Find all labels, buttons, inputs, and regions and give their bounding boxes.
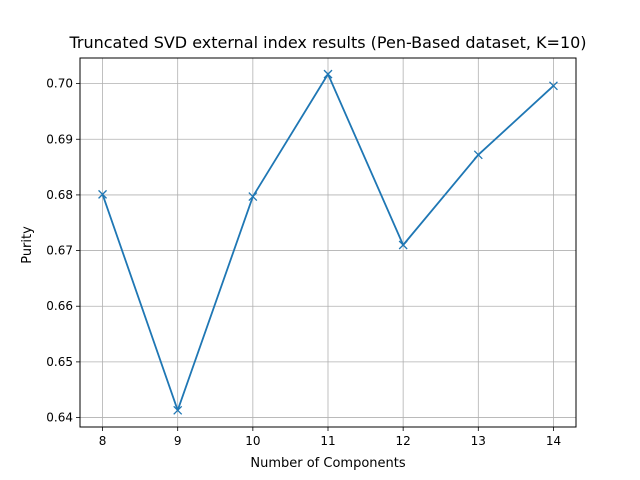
y-tick-label: 0.67 bbox=[46, 244, 73, 258]
x-tick-label: 9 bbox=[174, 434, 182, 448]
chart-title: Truncated SVD external index results (Pe… bbox=[68, 33, 586, 52]
marker-stroke bbox=[248, 192, 258, 202]
data-point-marker bbox=[398, 240, 408, 250]
marker-stroke bbox=[548, 81, 558, 91]
x-axis-label: Number of Components bbox=[250, 456, 405, 471]
x-tick-label: 11 bbox=[320, 434, 335, 448]
marker-stroke bbox=[473, 150, 483, 160]
data-point-marker bbox=[323, 69, 333, 79]
data-point-marker bbox=[173, 405, 183, 415]
x-tick-label: 10 bbox=[245, 434, 260, 448]
y-tick-label: 0.68 bbox=[46, 188, 73, 202]
marker-stroke bbox=[98, 189, 108, 199]
y-tick-label: 0.69 bbox=[46, 132, 73, 146]
plot-area bbox=[98, 69, 558, 415]
y-tick-label: 0.64 bbox=[46, 411, 73, 425]
marker-stroke bbox=[173, 405, 183, 415]
marker-stroke bbox=[323, 69, 333, 79]
marker-stroke bbox=[398, 240, 408, 250]
ticks: 8 9 10 11 12 13 14 0.64 0.65 0.66 0.67 0.68 0.69 0.70 bbox=[46, 77, 561, 448]
x-tick-label: 14 bbox=[546, 434, 561, 448]
x-tick-label: 8 bbox=[99, 434, 107, 448]
grid bbox=[80, 58, 576, 427]
x-tick-label: 12 bbox=[396, 434, 411, 448]
data-point-marker bbox=[548, 81, 558, 91]
data-point-marker bbox=[473, 150, 483, 160]
data-point-marker bbox=[98, 189, 108, 199]
y-tick-label: 0.65 bbox=[46, 355, 73, 369]
x-tick-label: 13 bbox=[471, 434, 486, 448]
y-tick-label: 0.66 bbox=[46, 299, 73, 313]
y-axis-label: Purity bbox=[20, 226, 35, 264]
data-point-marker bbox=[248, 192, 258, 202]
y-tick-label: 0.70 bbox=[46, 77, 73, 91]
